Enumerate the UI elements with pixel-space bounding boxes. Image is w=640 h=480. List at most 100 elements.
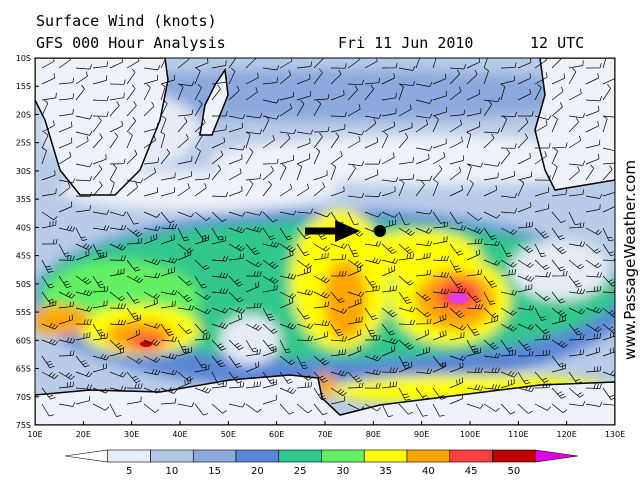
lat-label: 65S	[16, 365, 31, 374]
wind-barb	[92, 286, 109, 293]
wind-barb	[517, 305, 535, 311]
wind-barb	[449, 307, 465, 318]
wind-barb	[364, 77, 381, 85]
wind-barb	[143, 65, 161, 71]
wind-barb	[279, 103, 293, 117]
wind-barb	[432, 73, 447, 85]
wind-barb	[313, 252, 329, 261]
wind-barb	[41, 120, 55, 133]
wind-barb	[381, 381, 398, 389]
wind-barb	[364, 354, 382, 362]
wind-barb	[585, 346, 600, 357]
wind-barb	[398, 157, 414, 165]
wind-barb	[245, 72, 259, 85]
wind-barb	[194, 147, 201, 165]
wind-barb	[415, 145, 433, 151]
wind-barb	[483, 133, 495, 149]
wind-barb	[364, 84, 374, 101]
wind-barb	[75, 243, 93, 251]
wind-barb	[92, 300, 108, 309]
wind-barb	[75, 71, 88, 85]
wind-barb	[41, 259, 54, 273]
wind-barb	[585, 333, 601, 341]
wind-barb	[143, 233, 158, 245]
wind-barb	[92, 225, 110, 231]
wind-barb	[551, 227, 565, 240]
wind-barb	[568, 68, 577, 85]
wind-barb	[143, 323, 161, 329]
wind-barb	[483, 339, 499, 350]
wind-barb	[347, 329, 362, 341]
wind-barb	[483, 227, 497, 240]
wind-barb	[262, 180, 272, 197]
wind-barb	[500, 307, 517, 316]
wind-barb	[211, 60, 227, 69]
wind-barb	[262, 241, 280, 248]
wind-barb	[330, 63, 347, 69]
wind-barb	[449, 119, 463, 133]
wind-barb	[602, 370, 615, 377]
wind-barb	[466, 339, 479, 353]
wind-barb	[483, 403, 500, 412]
wind-barb	[92, 251, 108, 261]
wind-barb	[75, 84, 85, 101]
madagascar	[199, 67, 229, 136]
wind-barb	[330, 186, 345, 197]
wind-barb	[194, 67, 201, 85]
wind-barb	[160, 369, 178, 376]
wind-barb	[330, 271, 347, 277]
wind-barb	[160, 266, 175, 277]
colorbar-segment	[235, 449, 280, 463]
wind-barb	[245, 403, 262, 413]
wind-barb	[585, 401, 603, 407]
wind-barb	[568, 334, 585, 341]
wind-barb	[432, 255, 449, 262]
wind-barb	[126, 84, 136, 101]
wind-barb	[160, 187, 175, 197]
wind-barb	[449, 211, 463, 225]
wind-barb	[330, 90, 345, 101]
wind-barb	[585, 63, 602, 69]
wind-barb	[211, 339, 227, 351]
wind-barb	[109, 179, 115, 197]
wind-barb	[279, 403, 295, 415]
wind-barb	[228, 186, 243, 197]
wind-barb	[483, 315, 499, 325]
wind-barb	[296, 208, 314, 214]
wind-barb	[551, 307, 567, 318]
wind-barb	[415, 119, 429, 133]
wind-barb	[262, 339, 277, 352]
wind-barb	[92, 111, 109, 117]
wind-barb	[160, 148, 170, 165]
wind-barb	[568, 387, 584, 398]
wind-barb	[517, 133, 529, 149]
wind-barb	[517, 283, 533, 293]
wind-barb	[466, 384, 484, 391]
wind-barb	[415, 387, 429, 400]
wind-barb	[602, 192, 615, 197]
wind-barb	[534, 72, 548, 85]
wind-barb	[551, 142, 568, 149]
wind-barb	[313, 301, 330, 309]
wind-barb	[568, 288, 586, 295]
wind-barb	[398, 306, 416, 313]
wind-barb	[313, 355, 329, 366]
wind-barb	[262, 323, 278, 334]
wind-barb	[500, 259, 517, 268]
wind-barb	[58, 291, 76, 299]
wind-barb	[517, 243, 534, 253]
wind-barb	[466, 403, 484, 409]
wind-barb	[364, 169, 379, 181]
wind-barb	[279, 70, 292, 85]
wind-barb	[194, 234, 209, 245]
wind-barb	[126, 383, 143, 389]
wind-barb	[58, 243, 71, 257]
wind-barb	[92, 363, 107, 373]
wind-barb	[279, 291, 297, 299]
wind-barb	[177, 346, 192, 357]
wind-barb	[143, 83, 151, 101]
wind-barb	[602, 147, 615, 152]
wind-barb	[585, 306, 603, 314]
wind-barb	[211, 272, 229, 279]
wind-barb	[245, 210, 263, 216]
